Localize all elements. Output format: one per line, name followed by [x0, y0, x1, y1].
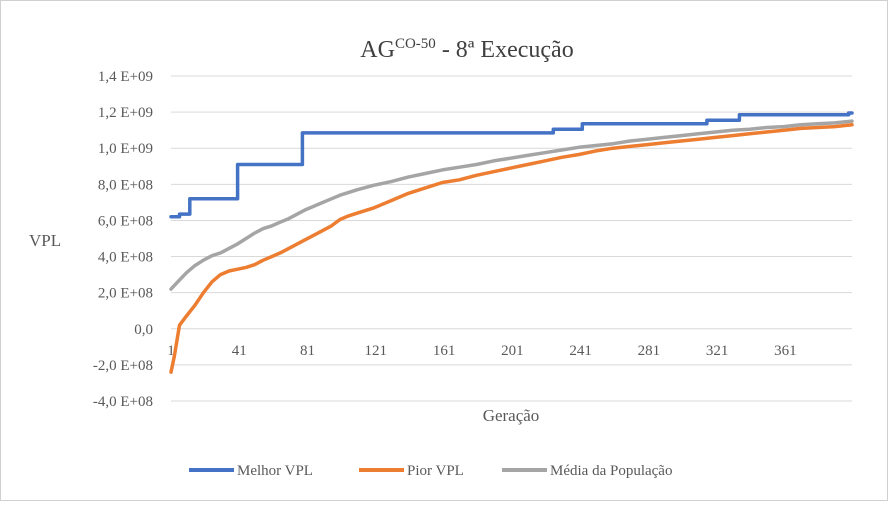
x-tick-label: 321	[706, 343, 729, 359]
y-tick-label: -4,0 E+08	[93, 394, 153, 410]
y-axis-tick-labels: -4,0 E+08 -2,0 E+08 0,0 2,0 E+08 4,0 E+08 6,0…	[93, 69, 153, 410]
x-tick-label: 241	[569, 343, 592, 359]
x-tick-label: 201	[501, 343, 524, 359]
series-line	[169, 119, 854, 291]
chart-title: AGCO-50 - 8ª Execução	[360, 36, 573, 63]
x-axis-tick-labels: 1 41 81 121 161 201 241 281 321 361	[167, 343, 796, 359]
y-tick-label: 1,0 E+09	[98, 141, 153, 157]
x-tick-label: 121	[365, 343, 388, 359]
x-tick-label: 361	[774, 343, 797, 359]
legend: Melhor VPL Pior VPL Média da População	[189, 463, 672, 479]
chart-title-rest: - 8ª Execução	[436, 37, 574, 63]
series-line	[169, 111, 854, 219]
x-tick-label: 281	[638, 343, 661, 359]
legend-label: Média da População	[550, 463, 672, 479]
y-tick-label: 1,2 E+09	[98, 105, 153, 121]
chart-title-superscript: CO-50	[395, 36, 436, 52]
legend-label: Pior VPL	[407, 463, 464, 479]
series-lines	[169, 111, 854, 374]
x-axis-label: Geração	[483, 406, 540, 425]
y-axis-label: VPL	[29, 231, 61, 250]
y-tick-label: 1,4 E+09	[98, 69, 153, 85]
y-tick-label: 2,0 E+08	[98, 286, 153, 302]
y-tick-label: 8,0 E+08	[98, 177, 153, 193]
x-tick-label: 81	[300, 343, 315, 359]
y-tick-label: -2,0 E+08	[93, 358, 153, 374]
x-tick-label: 41	[232, 343, 247, 359]
legend-label: Melhor VPL	[237, 463, 313, 479]
x-tick-label: 161	[433, 343, 456, 359]
x-tick-label: 1	[167, 343, 175, 359]
chart-title-main: AG	[360, 37, 395, 63]
series-line	[169, 123, 854, 374]
y-tick-label: 0,0	[134, 322, 153, 338]
y-tick-label: 4,0 E+08	[98, 250, 153, 266]
y-tick-label: 6,0 E+08	[98, 213, 153, 229]
